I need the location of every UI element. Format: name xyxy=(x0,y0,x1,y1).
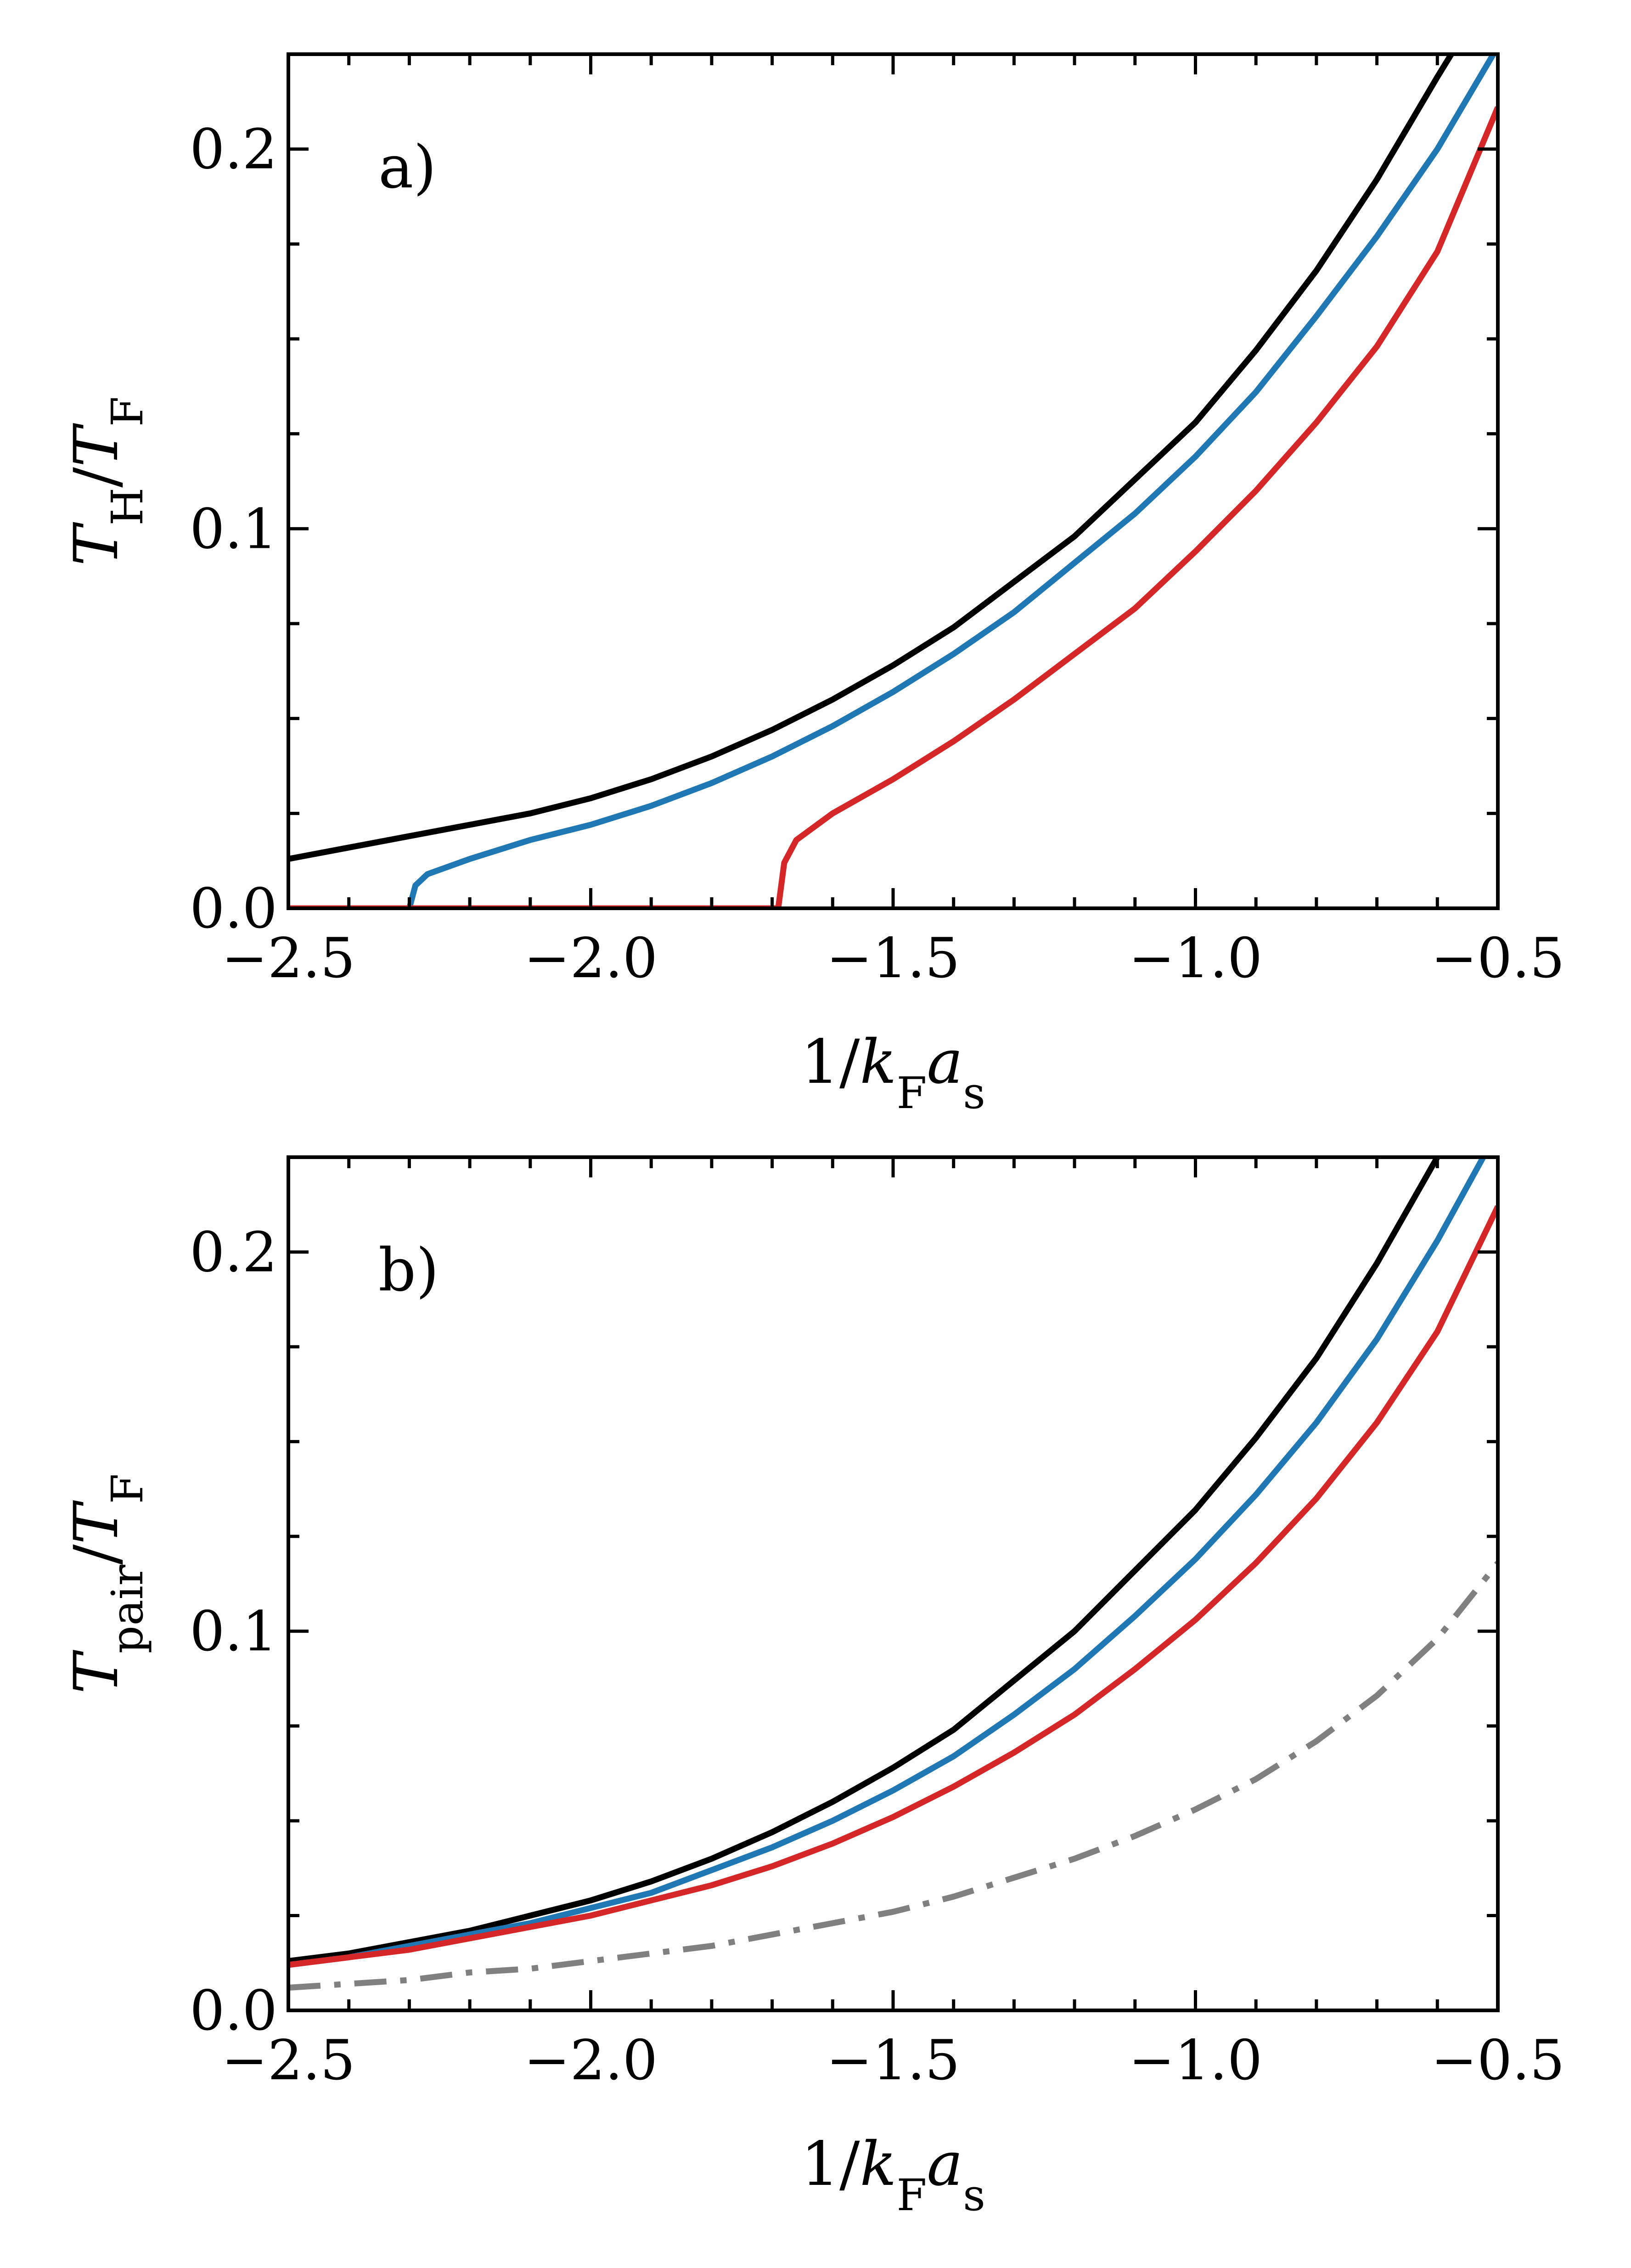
y-tick-label: 0.0 xyxy=(190,877,277,941)
y-axis-label-den-subscript: F xyxy=(102,1474,153,1504)
panel-b: −2.5 −2.0 −1.5 −1.0 −0.50.00.10.2 b)1/kFasTpa… xyxy=(61,1155,1565,2221)
y-axis-label-num-subscript: pair xyxy=(102,1565,153,1654)
series-line-blue xyxy=(288,1157,1487,1968)
y-axis-label: TH/TF xyxy=(61,396,153,566)
x-axis-label-prefix: 1/ xyxy=(801,2129,860,2200)
y-axis-label-den-symbol: T xyxy=(61,422,132,467)
y-axis-label-slash: / xyxy=(61,1544,132,1565)
y-axis-label-slash: / xyxy=(61,467,132,488)
axes-frame xyxy=(287,1155,1500,2012)
y-axis-label-num-symbol: T xyxy=(61,1649,132,1694)
x-tick-label: −1.0 xyxy=(1129,927,1262,990)
panel-a: −2.5 −2.0 −1.5 −1.0 −0.50.00.10.2 a)1/kFasTH/… xyxy=(61,52,1565,1119)
x-tick-label: −2.5 xyxy=(221,2029,355,2093)
y-tick-label: 0.2 xyxy=(190,118,277,182)
x-tick-label: −1.5 xyxy=(826,927,960,990)
x-axis-label-k-symbol: k xyxy=(860,1027,897,1097)
y-tick-label: 0.2 xyxy=(190,1221,277,1284)
y-axis-label: Tpair/TF xyxy=(61,1474,153,1694)
y-axis-label-den-subscript: F xyxy=(102,396,153,427)
x-axis-label: 1/kFas xyxy=(801,1027,985,1119)
x-axis-label-a-subscript: s xyxy=(963,1068,985,1119)
x-axis-label-prefix: 1/ xyxy=(801,1027,860,1097)
panel-annotation: b) xyxy=(378,1236,439,1305)
x-tick-label: −1.5 xyxy=(826,2029,960,2093)
y-axis-label-num-symbol: T xyxy=(61,522,132,566)
y-axis-label-num-subscript: H xyxy=(102,488,153,526)
series-line-blue xyxy=(406,54,1497,908)
x-axis-label-a-symbol: a xyxy=(927,2129,963,2200)
x-tick-label: −0.5 xyxy=(1431,2029,1564,2093)
axes-frame xyxy=(287,52,1500,910)
y-tick-label: 0.0 xyxy=(190,1979,277,2043)
series-line-red xyxy=(288,1205,1498,1968)
x-tick-label: −1.0 xyxy=(1129,2029,1262,2093)
series-line-red xyxy=(288,106,1498,908)
x-axis-label-k-symbol: k xyxy=(860,2129,897,2200)
x-axis-label: 1/kFas xyxy=(801,2129,985,2221)
x-tick-label: −2.0 xyxy=(524,927,658,990)
x-axis-label-k-subscript: F xyxy=(897,2170,927,2221)
panel-annotation: a) xyxy=(378,133,436,202)
x-axis-label-a-subscript: s xyxy=(963,2170,985,2221)
y-tick-label: 0.1 xyxy=(190,497,277,561)
series-line-black xyxy=(288,1157,1440,1964)
x-axis-label-k-subscript: F xyxy=(897,1068,927,1119)
y-axis-label-den-symbol: T xyxy=(61,1500,132,1544)
x-axis-label-a-symbol: a xyxy=(927,1027,963,1097)
series-line-black xyxy=(288,54,1455,862)
x-tick-label: −2.5 xyxy=(221,927,355,990)
y-tick-label: 0.1 xyxy=(190,1600,277,1664)
x-tick-label: −2.0 xyxy=(524,2029,658,2093)
series-line-gray-dash-dot xyxy=(288,1561,1498,1991)
x-tick-label: −0.5 xyxy=(1431,927,1564,990)
